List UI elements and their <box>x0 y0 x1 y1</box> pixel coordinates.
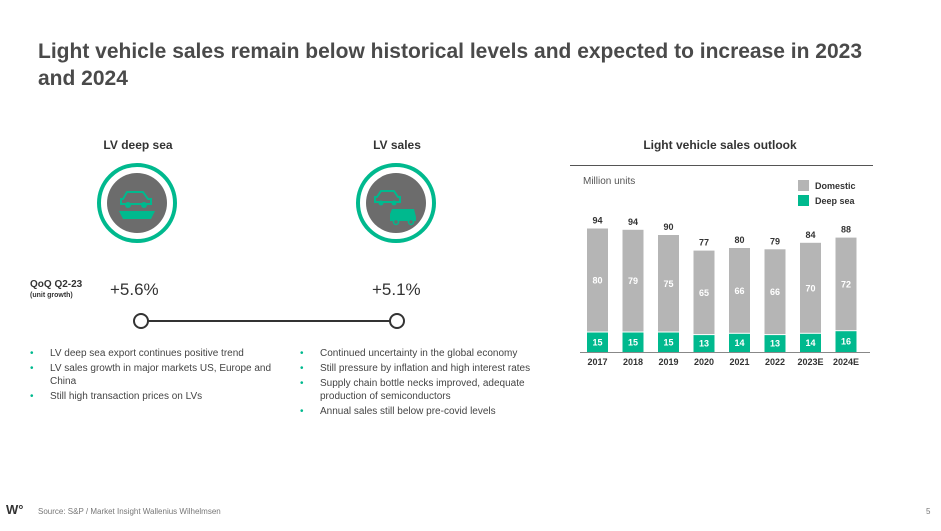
page-title: Light vehicle sales remain below histori… <box>38 40 863 90</box>
timeline-dot-left <box>133 313 149 329</box>
bullet-item: LV sales growth in major markets US, Eur… <box>28 362 288 388</box>
data-label-domestic: 72 <box>841 279 851 289</box>
data-label-domestic: 79 <box>628 276 638 286</box>
bullet-item: Annual sales still below pre-covid level… <box>298 405 560 418</box>
chart-title-rule <box>570 165 873 166</box>
x-tick-label: 2019 <box>658 357 678 367</box>
x-tick-label: 2024E <box>833 357 859 367</box>
page-number: 5 <box>926 507 931 516</box>
data-label-deep-sea: 15 <box>592 337 602 347</box>
data-label-total: 84 <box>805 230 815 240</box>
bullet-item: LV deep sea export continues positive tr… <box>28 347 288 360</box>
bar-domestic <box>764 249 786 335</box>
car-ship-icon <box>97 163 177 243</box>
bar-chart: Million units Domestic Deep sea 80 15 94 2017 7… <box>580 176 870 367</box>
bar-domestic <box>587 228 608 332</box>
lv-sales-bullets: Continued uncertainty in the global econ… <box>298 347 560 420</box>
data-label-deep-sea: 14 <box>734 338 744 348</box>
legend-label-deep-sea: Deep sea <box>815 196 856 206</box>
data-label-domestic: 80 <box>592 276 602 286</box>
bar-domestic <box>800 242 821 333</box>
car-van-icon <box>356 163 436 243</box>
lv-deep-sea-bullets: LV deep sea export continues positive tr… <box>28 347 288 405</box>
bar-deep-sea <box>658 332 679 352</box>
bar-domestic <box>729 248 750 333</box>
data-label-deep-sea: 13 <box>699 339 709 349</box>
data-label-domestic: 65 <box>699 288 709 298</box>
x-tick-label: 2023E <box>797 357 823 367</box>
data-label-deep-sea: 14 <box>805 338 815 348</box>
data-label-total: 79 <box>770 236 780 246</box>
bar-domestic <box>835 237 857 331</box>
bullet-item: Supply chain bottle necks improved, adeq… <box>298 377 560 403</box>
bar-deep-sea <box>587 332 608 352</box>
data-label-total: 90 <box>663 222 673 232</box>
bar-deep-sea <box>764 335 786 352</box>
lv-sales-heading: LV sales <box>373 138 421 152</box>
bar-deep-sea <box>800 333 821 352</box>
data-label-deep-sea: 13 <box>770 339 780 349</box>
source-note: Source: S&P / Market Insight Wallenius W… <box>38 507 221 516</box>
data-label-deep-sea: 15 <box>628 337 638 347</box>
x-tick-label: 2017 <box>587 357 607 367</box>
bar-deep-sea <box>835 331 857 352</box>
data-label-deep-sea: 15 <box>663 337 673 347</box>
x-tick-label: 2020 <box>694 357 714 367</box>
data-label-total: 94 <box>628 217 638 227</box>
bar-deep-sea <box>693 335 715 352</box>
bullet-item: Still pressure by inflation and high int… <box>298 362 560 375</box>
legend-label-domestic: Domestic <box>815 181 856 191</box>
data-label-deep-sea: 16 <box>841 337 851 347</box>
x-tick-label: 2018 <box>623 357 643 367</box>
data-label-domestic: 70 <box>805 283 815 293</box>
company-logo: W° <box>6 502 24 517</box>
chart-title: Light vehicle sales outlook <box>643 138 797 152</box>
lv-deep-sea-heading: LV deep sea <box>103 138 173 152</box>
data-label-total: 77 <box>699 238 709 248</box>
bar-domestic <box>658 235 679 332</box>
bar-deep-sea <box>729 333 750 352</box>
bullet-item: Still high transaction prices on LVs <box>28 390 288 403</box>
bar-deep-sea <box>622 332 644 352</box>
data-label-domestic: 66 <box>770 287 780 297</box>
y-axis-label: Million units <box>583 176 635 187</box>
lv-deep-sea-growth: +5.6% <box>110 280 159 299</box>
bar-domestic <box>622 229 644 332</box>
x-tick-label: 2021 <box>729 357 749 367</box>
bar-domestic <box>693 250 715 335</box>
lv-sales-growth: +5.1% <box>372 280 421 299</box>
data-label-total: 80 <box>734 235 744 245</box>
bullet-item: Continued uncertainty in the global econ… <box>298 347 560 360</box>
qoq-label: QoQ Q2-23 (unit growth) <box>30 279 90 301</box>
data-label-domestic: 75 <box>663 279 673 289</box>
qoq-subtitle: (unit growth) <box>30 292 73 299</box>
data-label-total: 88 <box>841 225 851 235</box>
data-label-total: 94 <box>592 216 602 226</box>
timeline-dot-right <box>389 313 405 329</box>
x-tick-label: 2022 <box>765 357 785 367</box>
timeline-line <box>140 320 397 322</box>
qoq-title: QoQ Q2-23 <box>30 279 83 290</box>
legend-swatch-deep-sea <box>798 195 809 206</box>
data-label-domestic: 66 <box>734 286 744 296</box>
legend-swatch-domestic <box>798 180 809 191</box>
